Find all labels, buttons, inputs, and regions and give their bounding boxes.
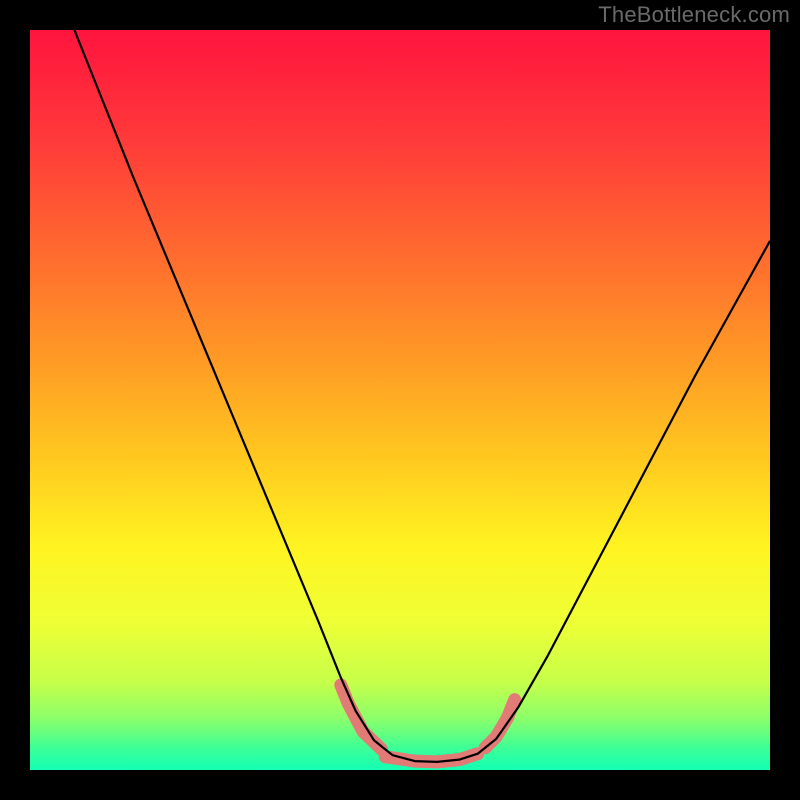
chart-frame: TheBottleneck.com [0, 0, 800, 800]
highlight-marker-segment [341, 685, 382, 749]
chart-overlay [30, 30, 770, 770]
plot-area [30, 30, 770, 770]
highlight-marker [341, 685, 515, 762]
highlight-marker-segment [485, 700, 515, 748]
bottleneck-curve [74, 30, 770, 762]
watermark-label: TheBottleneck.com [598, 2, 790, 28]
